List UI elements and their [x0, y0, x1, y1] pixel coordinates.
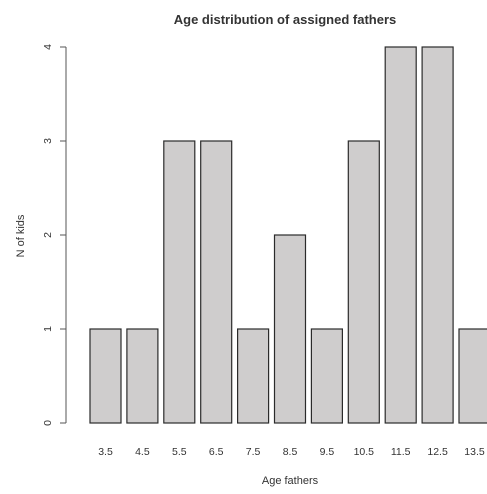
- x-tick-label: 8.5: [283, 446, 298, 458]
- y-axis-label: N of kids: [15, 214, 27, 257]
- x-tick-label: 12.5: [427, 446, 448, 458]
- bar: [310, 328, 343, 424]
- y-tick-label: 3: [42, 138, 54, 144]
- y-tick-label: 4: [42, 44, 54, 50]
- chart-title: Age distribution of assigned fathers: [174, 12, 396, 27]
- x-tick-label: 7.5: [246, 446, 261, 458]
- y-tick-label: 1: [42, 326, 54, 332]
- bar: [163, 140, 196, 424]
- x-tick-label: 3.5: [98, 446, 113, 458]
- bar: [89, 328, 122, 424]
- x-tick-label: 13.5: [464, 446, 485, 458]
- x-tick-label: 5.5: [172, 446, 187, 458]
- bar: [458, 328, 487, 424]
- bar: [273, 234, 307, 424]
- bar: [237, 328, 270, 424]
- bar: [347, 140, 380, 424]
- bar: [126, 328, 159, 424]
- bar: [384, 46, 417, 424]
- x-axis-label: Age fathers: [262, 475, 319, 487]
- y-tick-label: 0: [42, 420, 54, 426]
- y-axis: 0 1 2 3 4: [42, 44, 67, 426]
- x-tick-label: 6.5: [209, 446, 224, 458]
- y-tick-label: 2: [42, 232, 54, 238]
- bars: [89, 46, 487, 424]
- bar: [200, 140, 233, 424]
- x-tick-label: 4.5: [135, 446, 150, 458]
- x-tick-label: 10.5: [354, 446, 375, 458]
- x-tick-label: 9.5: [320, 446, 335, 458]
- x-axis-tick-labels: 3.5 4.5 5.5 6.5 7.5 8.5 9.5 10.5 11.5 12.5 13.5: [98, 446, 485, 458]
- bar: [421, 46, 454, 424]
- x-tick-label: 11.5: [391, 446, 411, 458]
